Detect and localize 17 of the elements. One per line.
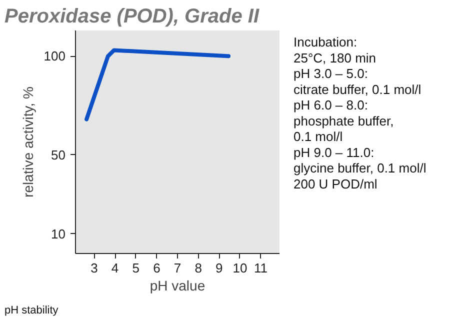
x-tick-label: 5 [132, 260, 140, 276]
y-tick-label: 10 [51, 226, 66, 242]
x-tick-label: 4 [111, 260, 119, 276]
x-tick-label: 7 [174, 260, 182, 276]
text: pH stability [4, 304, 59, 316]
x-tick-label: 9 [216, 260, 223, 276]
y-axis-title: relative activity, % [20, 86, 36, 198]
y-tick-label: 100 [44, 48, 66, 64]
x-tick-label: 6 [153, 260, 160, 276]
x-tick-label: 8 [194, 260, 202, 276]
x-tick-label: 11 [254, 260, 268, 276]
x-tick-label: 10 [232, 260, 248, 276]
y-tick-label: 50 [51, 147, 66, 162]
x-tick-label: 3 [90, 260, 98, 276]
chart-title: Peroxidase (POD), Grade II [4, 6, 260, 28]
x-axis-title: pH value [150, 278, 206, 294]
text: Incubation: 25°C, 180 min pH 3.0 – 5.0: citrate buffer, 0.1 mol/l pH 6.0 – 8.0: phosphate buffer, 0.1 mol/l pH 9.0 – 11.0: glycine buffer, 0.1 mol/l 200 U POD/ml [294, 34, 426, 192]
